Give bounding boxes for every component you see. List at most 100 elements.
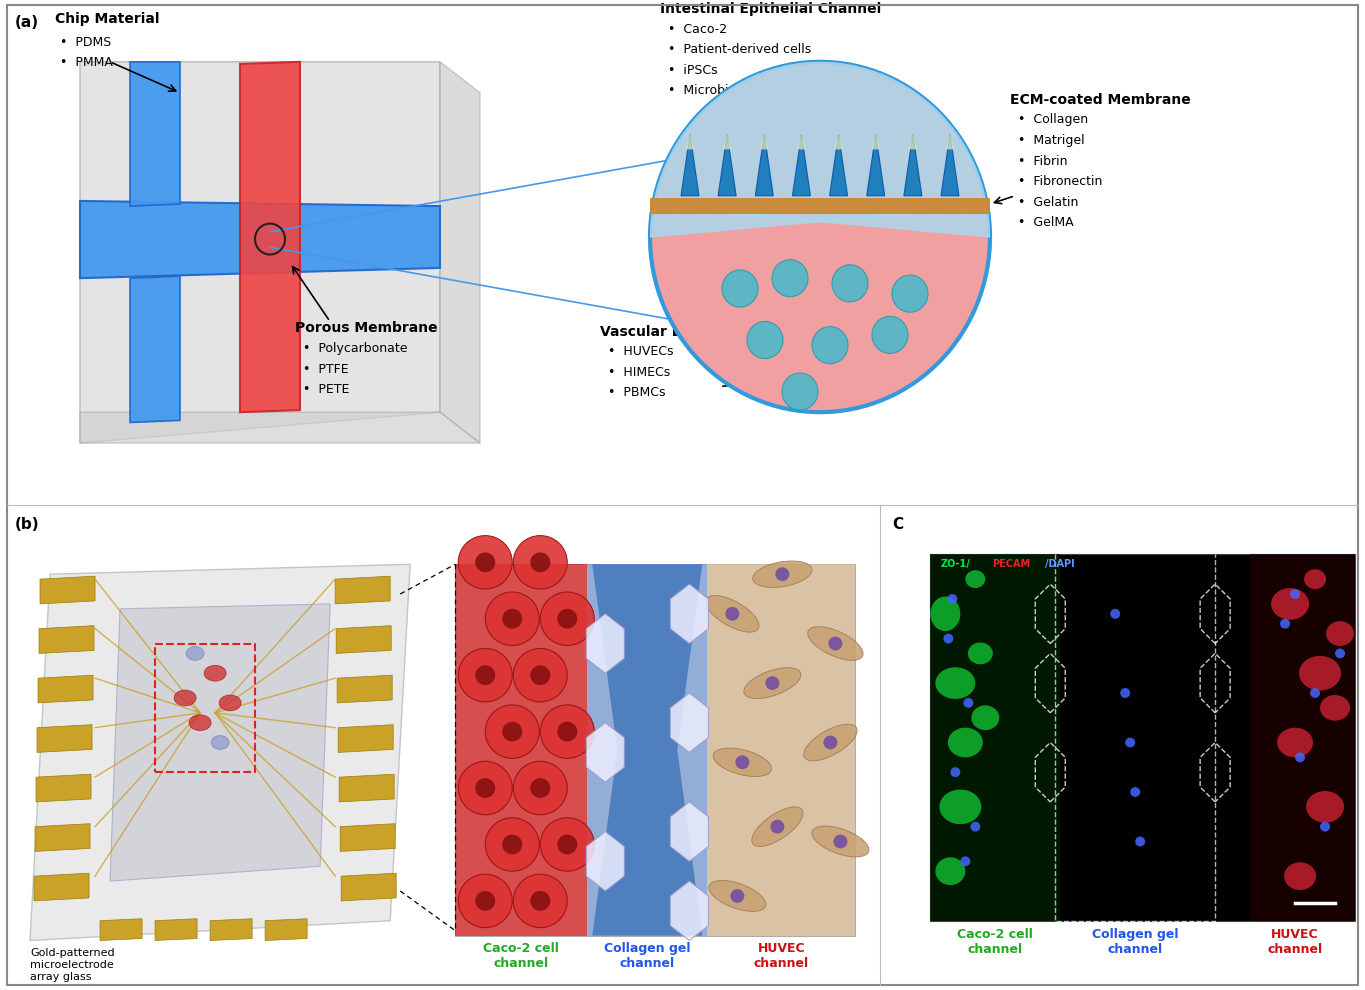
Text: (b): (b) <box>15 517 40 532</box>
Polygon shape <box>40 626 94 653</box>
Polygon shape <box>586 723 624 782</box>
Circle shape <box>459 648 512 702</box>
Ellipse shape <box>1304 569 1325 589</box>
Polygon shape <box>723 132 732 149</box>
Circle shape <box>513 536 568 589</box>
Text: •  Fibrin: • Fibrin <box>1018 154 1067 167</box>
Circle shape <box>1335 648 1345 658</box>
Polygon shape <box>30 564 411 940</box>
Circle shape <box>459 761 512 815</box>
Polygon shape <box>670 584 708 644</box>
Circle shape <box>1295 752 1305 762</box>
Ellipse shape <box>935 667 976 699</box>
Circle shape <box>475 552 495 572</box>
Text: ECM-coated Membrane: ECM-coated Membrane <box>1010 93 1190 107</box>
Circle shape <box>971 822 980 832</box>
Circle shape <box>530 891 550 911</box>
Text: •  Fibronectin: • Fibronectin <box>1018 175 1103 188</box>
Circle shape <box>766 676 779 690</box>
Ellipse shape <box>947 728 983 757</box>
Ellipse shape <box>965 570 986 588</box>
Text: •  PMMA: • PMMA <box>60 55 113 68</box>
Text: ZO-1/: ZO-1/ <box>940 559 971 569</box>
Circle shape <box>829 637 842 650</box>
Polygon shape <box>130 61 180 206</box>
Circle shape <box>1110 609 1121 619</box>
Ellipse shape <box>1325 622 1354 646</box>
Polygon shape <box>35 824 90 851</box>
Circle shape <box>961 856 971 866</box>
Circle shape <box>541 705 594 758</box>
Ellipse shape <box>752 561 812 587</box>
Ellipse shape <box>205 665 227 681</box>
Ellipse shape <box>713 748 771 776</box>
Polygon shape <box>100 919 142 940</box>
Circle shape <box>1320 822 1330 832</box>
Text: •  HUVECs: • HUVECs <box>607 346 673 358</box>
Polygon shape <box>340 824 396 851</box>
Circle shape <box>557 722 577 742</box>
Polygon shape <box>586 614 624 673</box>
Polygon shape <box>130 276 180 423</box>
Circle shape <box>833 264 868 302</box>
Ellipse shape <box>1284 862 1316 890</box>
Polygon shape <box>940 134 960 196</box>
Text: •  Patient-derived cells: • Patient-derived cells <box>667 44 811 56</box>
Circle shape <box>1310 688 1320 698</box>
Text: /DAPI: /DAPI <box>1046 559 1074 569</box>
Ellipse shape <box>708 880 766 912</box>
Ellipse shape <box>939 790 981 824</box>
Polygon shape <box>797 132 805 149</box>
Text: HUVEC
channel: HUVEC channel <box>1268 928 1323 955</box>
Ellipse shape <box>808 627 863 660</box>
Text: •  iPSCs: • iPSCs <box>667 64 718 77</box>
Polygon shape <box>670 693 708 752</box>
Polygon shape <box>760 132 768 149</box>
Bar <box>587 564 707 936</box>
Ellipse shape <box>812 826 870 857</box>
Circle shape <box>513 761 568 815</box>
Text: •  GelMA: • GelMA <box>1018 217 1074 230</box>
Bar <box>931 554 1355 921</box>
Circle shape <box>475 778 495 798</box>
Polygon shape <box>872 132 879 149</box>
Ellipse shape <box>935 857 965 885</box>
Text: •  Collagen: • Collagen <box>1018 113 1088 127</box>
Polygon shape <box>265 919 307 940</box>
Circle shape <box>502 722 523 742</box>
Circle shape <box>775 567 789 581</box>
Circle shape <box>725 607 740 621</box>
Circle shape <box>872 317 908 353</box>
Circle shape <box>530 778 550 798</box>
Text: (a): (a) <box>15 16 40 31</box>
Text: •  Gelatin: • Gelatin <box>1018 196 1078 209</box>
Circle shape <box>502 609 523 629</box>
Polygon shape <box>336 626 392 653</box>
Circle shape <box>834 835 848 848</box>
Text: •  PBMCs: • PBMCs <box>607 386 666 399</box>
Ellipse shape <box>175 690 197 706</box>
Ellipse shape <box>1299 655 1340 691</box>
Text: Collagen gel
channel: Collagen gel channel <box>1092 928 1178 955</box>
Circle shape <box>950 767 961 777</box>
Circle shape <box>541 592 594 645</box>
Polygon shape <box>339 774 394 802</box>
Text: •  HIMECs: • HIMECs <box>607 365 670 379</box>
Ellipse shape <box>752 807 803 846</box>
Circle shape <box>485 592 539 645</box>
Polygon shape <box>909 132 917 149</box>
Circle shape <box>812 327 848 363</box>
Circle shape <box>557 609 577 629</box>
Text: Collagen gel
channel: Collagen gel channel <box>605 942 691 970</box>
Polygon shape <box>681 134 699 196</box>
Text: •  PDMS: • PDMS <box>60 36 112 50</box>
Text: Caco-2 cell
channel: Caco-2 cell channel <box>483 942 560 970</box>
Polygon shape <box>670 802 708 861</box>
Text: Gold-patterned
microelectrode
array glass: Gold-patterned microelectrode array glas… <box>30 948 115 982</box>
Polygon shape <box>946 132 954 149</box>
Polygon shape <box>904 134 921 196</box>
Circle shape <box>513 648 568 702</box>
Polygon shape <box>592 564 703 936</box>
Polygon shape <box>240 61 300 412</box>
Text: •  Polycarbonate: • Polycarbonate <box>303 343 408 355</box>
